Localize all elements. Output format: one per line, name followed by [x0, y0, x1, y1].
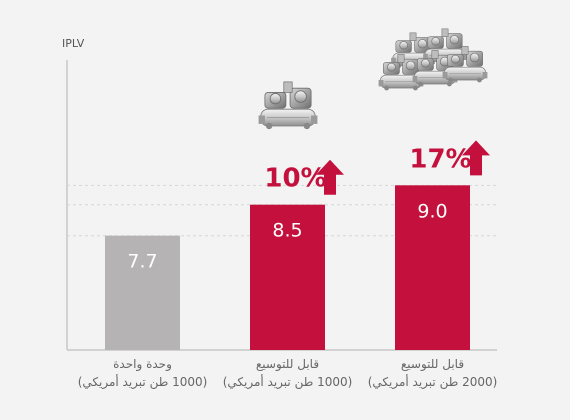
labels: 7.7 وحدة واحدة (1000 طن تبريد أمريكي) 8.5 قا…	[78, 140, 498, 390]
x-tick-label: (1000 طن تبريد أمريكي)	[223, 374, 353, 390]
up-arrow-icon	[316, 159, 344, 195]
increase-percent-label: 17%	[409, 144, 471, 174]
x-tick-label: قابل للتوسيع	[401, 357, 464, 372]
increase-percent-label: 10%	[264, 164, 326, 194]
x-tick-label: وحدة واحدة	[113, 357, 172, 372]
bar	[105, 235, 180, 350]
bar-value-label: 8.5	[272, 220, 302, 242]
single-chiller-unit-icon	[258, 81, 318, 130]
bar	[395, 185, 470, 350]
x-tick-label: قابل للتوسيع	[256, 357, 319, 372]
y-axis-label: IPLV	[62, 37, 85, 50]
up-arrow-icon	[462, 140, 490, 176]
x-tick-label: (1000 طن تبريد أمريكي)	[78, 374, 208, 390]
modular-chiller-units-icon	[378, 28, 488, 91]
bar	[250, 204, 325, 350]
bar-value-label: 7.7	[127, 251, 157, 273]
bars	[105, 185, 470, 350]
bar-value-label: 9.0	[417, 200, 447, 222]
x-tick-label: (2000 طن تبريد أمريكي)	[368, 374, 498, 390]
